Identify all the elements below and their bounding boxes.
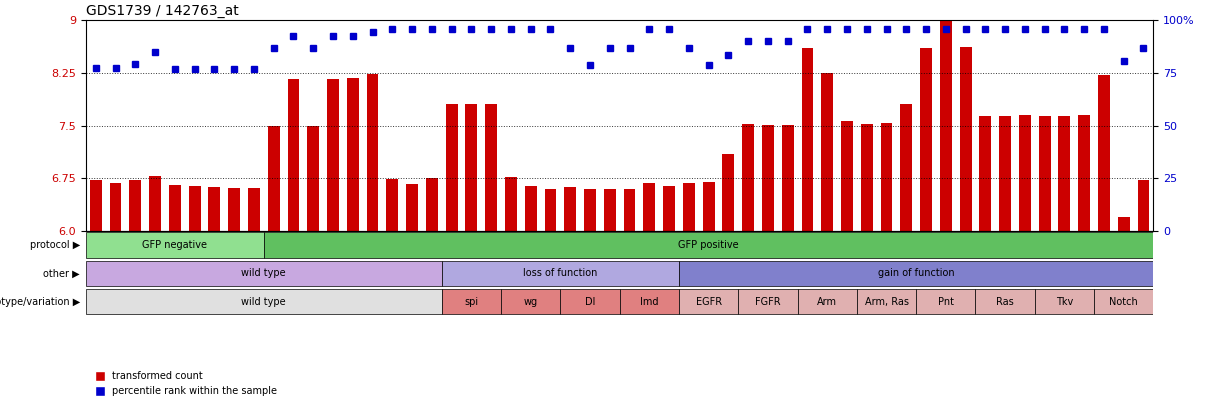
Text: wild type: wild type: [242, 297, 286, 307]
Text: loss of function: loss of function: [523, 269, 598, 278]
Bar: [762, 125, 774, 231]
Bar: [287, 79, 299, 231]
Bar: [347, 78, 358, 231]
FancyBboxPatch shape: [798, 289, 856, 315]
Text: Arm: Arm: [817, 297, 837, 307]
Bar: [426, 178, 438, 231]
Bar: [506, 177, 517, 231]
Text: wild type: wild type: [242, 269, 286, 278]
Text: GDS1739 / 142763_at: GDS1739 / 142763_at: [86, 4, 238, 18]
Text: GFP negative: GFP negative: [142, 240, 207, 250]
Bar: [525, 186, 536, 231]
Bar: [861, 124, 872, 231]
Bar: [485, 104, 497, 231]
Bar: [604, 189, 616, 231]
Text: Imd: Imd: [640, 297, 659, 307]
Bar: [960, 47, 972, 231]
Bar: [445, 104, 458, 231]
FancyBboxPatch shape: [1094, 289, 1153, 315]
Bar: [1098, 75, 1110, 231]
Bar: [267, 126, 280, 231]
Bar: [1118, 217, 1130, 231]
Bar: [821, 73, 833, 231]
Bar: [248, 188, 260, 231]
FancyBboxPatch shape: [86, 261, 442, 286]
Bar: [840, 122, 853, 231]
Bar: [901, 104, 912, 231]
Text: FGFR: FGFR: [755, 297, 780, 307]
Bar: [999, 116, 1011, 231]
Bar: [406, 184, 418, 231]
Bar: [703, 182, 714, 231]
Text: other ▶: other ▶: [43, 269, 80, 278]
FancyBboxPatch shape: [917, 289, 975, 315]
Text: Pnt: Pnt: [937, 297, 953, 307]
Bar: [683, 183, 694, 231]
Bar: [782, 125, 794, 231]
Bar: [723, 153, 734, 231]
Text: EGFR: EGFR: [696, 297, 721, 307]
Text: wg: wg: [524, 297, 537, 307]
Text: gain of function: gain of function: [877, 269, 955, 278]
FancyBboxPatch shape: [561, 289, 620, 315]
FancyBboxPatch shape: [501, 289, 561, 315]
Bar: [920, 48, 933, 231]
Bar: [663, 186, 675, 231]
FancyBboxPatch shape: [1034, 289, 1094, 315]
Bar: [881, 124, 892, 231]
Bar: [90, 180, 102, 231]
Bar: [1059, 116, 1070, 231]
Bar: [545, 189, 556, 231]
Bar: [209, 188, 221, 231]
Bar: [307, 126, 319, 231]
Bar: [1039, 116, 1050, 231]
Text: Notch: Notch: [1109, 297, 1139, 307]
FancyBboxPatch shape: [679, 261, 1153, 286]
FancyBboxPatch shape: [856, 289, 917, 315]
Text: Dl: Dl: [585, 297, 595, 307]
Bar: [584, 189, 596, 231]
FancyBboxPatch shape: [739, 289, 798, 315]
FancyBboxPatch shape: [264, 232, 1153, 258]
Bar: [387, 179, 399, 231]
FancyBboxPatch shape: [86, 289, 442, 315]
FancyBboxPatch shape: [442, 289, 501, 315]
Bar: [109, 183, 121, 231]
Bar: [564, 188, 577, 231]
Bar: [465, 104, 477, 231]
Bar: [228, 188, 240, 231]
FancyBboxPatch shape: [679, 289, 739, 315]
Bar: [129, 179, 141, 231]
Bar: [1018, 115, 1031, 231]
Legend: transformed count, percentile rank within the sample: transformed count, percentile rank withi…: [91, 367, 281, 400]
Bar: [367, 74, 378, 231]
Text: Arm, Ras: Arm, Ras: [865, 297, 908, 307]
Bar: [979, 116, 991, 231]
Text: spi: spi: [464, 297, 479, 307]
Bar: [643, 183, 655, 231]
FancyBboxPatch shape: [620, 289, 679, 315]
Bar: [189, 186, 200, 231]
Text: protocol ▶: protocol ▶: [29, 240, 80, 250]
Bar: [1137, 180, 1150, 231]
Bar: [150, 176, 161, 231]
Bar: [623, 189, 636, 231]
Bar: [1079, 115, 1090, 231]
FancyBboxPatch shape: [86, 232, 264, 258]
Bar: [328, 79, 339, 231]
Bar: [940, 20, 952, 231]
Bar: [742, 124, 755, 231]
FancyBboxPatch shape: [442, 261, 679, 286]
Text: GFP positive: GFP positive: [679, 240, 739, 250]
Bar: [801, 48, 814, 231]
Text: Ras: Ras: [996, 297, 1014, 307]
Bar: [169, 185, 180, 231]
Text: genotype/variation ▶: genotype/variation ▶: [0, 297, 80, 307]
FancyBboxPatch shape: [975, 289, 1034, 315]
Text: Tkv: Tkv: [1055, 297, 1074, 307]
